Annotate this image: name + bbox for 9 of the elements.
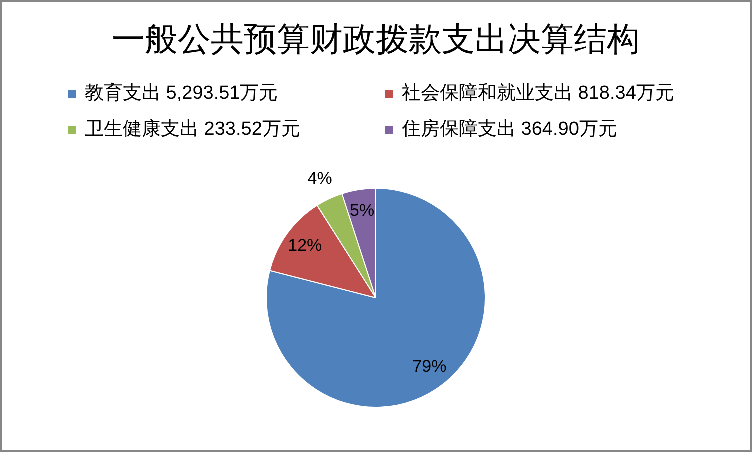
legend-label: 住房保障支出 364.90万元	[401, 118, 618, 140]
data-label: 79%	[412, 356, 447, 376]
chart-title: 一般公共预算财政拨款支出决算结构	[112, 22, 640, 59]
legend-label: 卫生健康支出 233.52万元	[85, 118, 300, 140]
data-label: 4%	[308, 168, 332, 188]
data-label: 5%	[350, 201, 375, 220]
legend-label: 教育支出 5,293.51万元	[85, 82, 278, 104]
data-label: 12%	[288, 236, 322, 256]
legend-label: 社会保障和就业支出 818.34万元	[402, 83, 674, 104]
